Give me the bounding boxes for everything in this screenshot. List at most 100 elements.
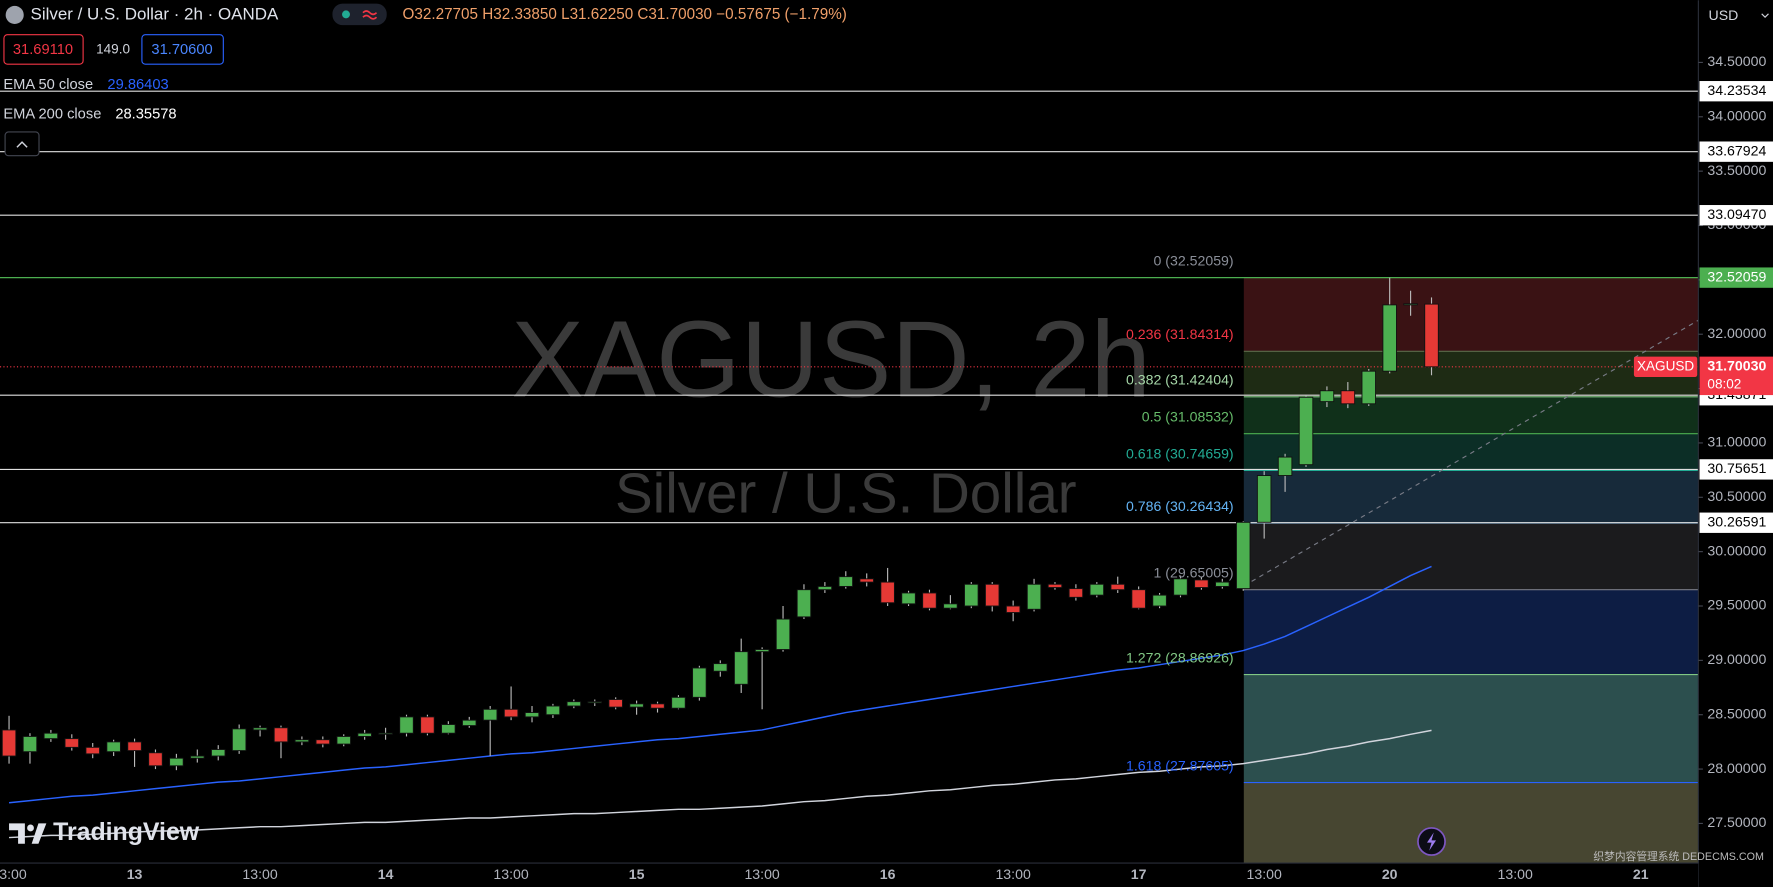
x-tick-label: 17 (1131, 866, 1147, 882)
currency[interactable]: USD (1709, 7, 1739, 23)
y-tick-label: 30.50000 (1707, 488, 1766, 504)
candle-body (984, 583, 1000, 607)
candle-body (336, 736, 351, 745)
candle-body (650, 703, 665, 709)
candle-body (399, 716, 414, 734)
candle-body (441, 724, 456, 734)
fib-zone (1243, 396, 1699, 434)
y-tick-label: 32.00000 (1707, 325, 1766, 341)
candle-body (503, 708, 519, 718)
candle-body (148, 752, 163, 767)
candle-body (1424, 303, 1439, 368)
price-badge-label: 34.23534 (1707, 82, 1766, 98)
brand-logo-dot (27, 824, 34, 832)
candle-body (775, 618, 791, 650)
brand-name[interactable]: TradingView (53, 818, 200, 846)
ema50-value: 29.86403 (107, 77, 168, 93)
y-tick-label: 28.00000 (1707, 760, 1766, 776)
buy-button[interactable] (141, 34, 224, 65)
symbol-tag (1633, 356, 1698, 377)
fib-label: 0.382 (31.42404) (1126, 372, 1234, 388)
candle-body (1047, 583, 1063, 588)
candle-body (943, 603, 958, 609)
symbol-logo (5, 5, 24, 24)
axis: 34.5000034.0000033.5000033.0000032.50000… (0, 53, 1773, 882)
y-tick-label: 28.50000 (1707, 705, 1766, 721)
candle-body (1403, 303, 1418, 306)
candle-body (838, 576, 854, 587)
fib-label: 1 (29.65005) (1154, 565, 1234, 581)
ema-line (9, 729, 1432, 839)
buy-price[interactable]: 31.70600 (151, 42, 212, 58)
last-price-label: 31.70030 (1707, 358, 1766, 374)
ema200-value: 28.35578 (115, 106, 176, 122)
chevron (16, 141, 28, 148)
candle-body (629, 703, 644, 708)
x-tick-label: 13:00 (242, 866, 277, 882)
y-tick-label: 31.00000 (1707, 434, 1766, 450)
price-badge-label: 32.52059 (1707, 268, 1766, 284)
branding: TradingView 织梦内容管理系统 DEDECMS.COM (9, 818, 1764, 863)
currency-select[interactable] (1701, 3, 1773, 29)
y-tick-label: 33.50000 (1707, 162, 1766, 178)
price-badge (1699, 267, 1773, 288)
y-tick-label: 29.50000 (1707, 597, 1766, 613)
site-watermark: 织梦内容管理系统 DEDECMS.COM (1593, 850, 1764, 863)
candle-body (608, 699, 623, 708)
candle-body (1026, 583, 1042, 610)
symbol-title[interactable]: Silver / U.S. Dollar · 2h · OANDA (31, 4, 279, 23)
candle-body (294, 739, 310, 743)
fib-label: 1.272 (28.86926) (1126, 649, 1234, 665)
price-badge (1699, 205, 1773, 226)
candle-body (713, 663, 728, 672)
candle-body (190, 755, 205, 759)
candle-body (1173, 578, 1188, 596)
candle-body (378, 732, 393, 735)
candle-body (357, 732, 372, 737)
candle-body (85, 746, 100, 755)
collapse-button[interactable] (4, 131, 40, 157)
fib-zone (1243, 277, 1699, 352)
candle-body (1236, 521, 1251, 590)
candle-body (587, 701, 603, 704)
ema200-legend[interactable]: EMA 200 close (3, 106, 101, 122)
candle-body (210, 749, 226, 757)
candle-body (901, 592, 916, 605)
trend-line (1243, 319, 1699, 587)
lightning-icon (1426, 832, 1437, 851)
price-badge-label: 30.75651 (1707, 460, 1766, 476)
header: Silver / U.S. Dollar · 2h · OANDA O32.27… (3, 3, 1773, 157)
candle-body (1131, 589, 1146, 609)
ema50-legend[interactable]: EMA 50 close (3, 77, 93, 93)
candle-body (420, 716, 435, 734)
candle-body (273, 727, 289, 743)
price-badge-label: 30.26591 (1707, 513, 1766, 529)
fib-zone (1243, 674, 1699, 783)
candle-body (462, 719, 477, 727)
currency-caret (1761, 13, 1769, 19)
sell-price[interactable]: 31.69110 (13, 42, 73, 58)
spread: 149.0 (96, 42, 130, 57)
price-badge (1699, 141, 1773, 162)
x-tick-label: 16 (880, 866, 896, 882)
candle-body (1005, 605, 1021, 613)
price-badge (1699, 81, 1773, 102)
price-badge (1699, 459, 1773, 480)
sell-button[interactable] (3, 34, 84, 65)
x-tick-label: 13:00 (995, 866, 1030, 882)
candle-body (169, 757, 184, 767)
x-tick-label: 21 (1633, 866, 1649, 882)
fib-label: 0.618 (30.74659) (1126, 445, 1234, 461)
candle-body (1298, 396, 1314, 466)
candle-body (859, 578, 874, 583)
market-status (342, 10, 350, 19)
fib-label: 1.618 (27.87605) (1126, 757, 1234, 773)
fib-zone (1243, 522, 1699, 590)
status-pill[interactable] (332, 3, 387, 26)
candle-body (1110, 583, 1125, 591)
candle-body (964, 583, 979, 607)
candle-body (817, 585, 833, 591)
fib-label: 0.236 (31.84314) (1126, 326, 1234, 342)
watermark-subtitle: Silver / U.S. Dollar (615, 462, 1077, 525)
price-badge-label: 33.09470 (1707, 206, 1766, 222)
